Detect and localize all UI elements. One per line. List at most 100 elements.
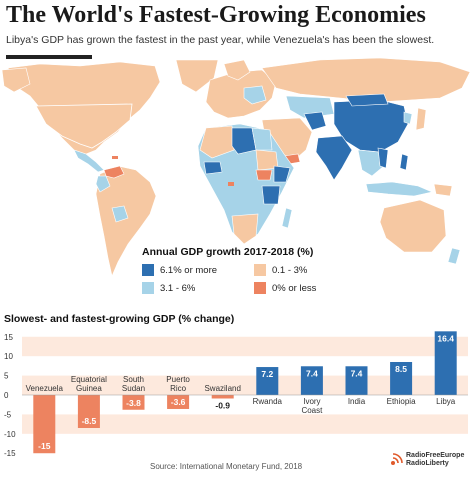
category-label: Ethiopia [387,397,416,406]
y-tick-label: -5 [4,410,12,419]
map-mongolia [345,93,389,107]
bar-value-label: -15 [38,441,51,451]
map-libya [231,127,257,155]
legend-title: Annual GDP growth 2017-2018 (%) [142,246,314,258]
legend-swatch [142,282,154,294]
map-ethiopia [273,165,291,183]
bar-value-label: 7.4 [306,368,318,378]
bar-value-label: -8.5 [82,416,97,426]
legend-item-3-1-6: 3.1 - 6% [142,282,195,294]
y-tick-label: 10 [4,352,13,361]
category-label: Swaziland [204,384,240,393]
map-russia [261,58,471,103]
category-label: Rwanda [253,397,283,406]
bar [77,395,100,428]
map-india [315,135,353,181]
map-central-america [73,149,105,173]
category-label: Puerto Rico [166,375,190,393]
bar-chart-svg: 15 10 5 0 -5 -10 -15 -15 Venezuela -8.5 Equatorial… [4,331,468,458]
map-south-sudan [255,169,273,181]
map-papua [433,183,453,197]
bar-chart-title: Slowest- and fastest-growing GDP (% chan… [4,313,235,325]
map-alaska [1,67,31,93]
bar [33,395,56,454]
legend-label: 0.1 - 3% [272,264,308,276]
logo-line-1: RadioFreeEurope [406,452,465,459]
bar-value-label: -3.6 [171,397,186,407]
map-greenland [175,59,219,93]
grid-band [22,336,468,357]
bar [345,366,368,395]
map-venezuela [103,165,125,179]
map-europe [205,69,277,119]
map-southern-africa [231,213,259,245]
bar [256,367,279,395]
y-tick-label: 5 [4,372,9,381]
map-west-africa [203,161,223,175]
bar [434,331,457,395]
bar-chart: 15 10 5 0 -5 -10 -15 -15 Venezuela -8.5 Equatorial… [0,325,474,465]
chart-subtitle: Libya's GDP has grown the fastest in the… [6,34,435,46]
legend-label: 6.1% or more [160,264,218,276]
map-indonesia [365,181,433,197]
y-tick-label: 15 [4,333,13,342]
map-colombia [95,175,111,193]
rferl-logo-icon [391,453,403,465]
category-label: India [348,397,366,406]
y-tick-label: 0 [4,391,9,400]
rferl-logo-text: RadioFreeEurope RadioLiberty [406,452,464,468]
legend-item-6-1-or-more: 6.1% or more [142,264,217,276]
map-eastern-europe [243,85,267,105]
map-central-asia [303,111,327,131]
legend-item-0-or-less: 0% or less [254,282,316,294]
bar [390,362,413,395]
logo-line-2: RadioLiberty [406,460,449,467]
bar [167,395,190,409]
title-underline [6,55,92,59]
grid-band [22,414,468,434]
bar [122,395,145,410]
map-korea [403,111,413,125]
bar-value-label: 7.4 [351,368,363,378]
bar-value-label: 7.2 [261,369,273,379]
category-label: Venezuela [26,384,64,393]
y-tick-label: -15 [4,449,16,458]
map-legend: Annual GDP growth 2017-2018 (%) 6.1% or … [142,245,362,303]
category-label: South Sudan [122,375,145,393]
map-madagascar [281,207,293,229]
bar [211,395,234,399]
map-new-zealand [447,247,461,265]
map-east-africa [261,185,281,205]
map-eq-guinea [228,182,234,186]
map-china [333,99,409,153]
bar-value-label: 8.5 [395,364,407,374]
bar [300,366,323,395]
world-map-svg [1,58,471,277]
legend-swatch [254,282,266,294]
y-tick-label: -10 [4,430,16,439]
legend-swatch [142,264,154,276]
map-egypt [251,127,273,151]
map-bolivia [111,205,129,223]
source-note: Source: International Monetary Fund, 201… [150,462,303,471]
map-scandinavia [223,59,251,81]
map-vietnam [377,147,389,169]
map-north-africa [199,125,235,159]
map-australia [379,199,447,253]
category-label: Libya [436,397,456,406]
map-japan [415,107,427,131]
legend-swatch [254,264,266,276]
legend-item-0-1-3: 0.1 - 3% [254,264,307,276]
map-philippines [399,153,409,171]
map-caribbean [112,156,118,159]
world-map [0,58,474,308]
map-usa [35,103,133,149]
category-label: Equatorial Guinea [71,375,107,393]
map-southeast-asia [357,149,385,177]
category-label: Ivory Coast [301,397,323,415]
bar-value-label: 16.4 [437,333,454,343]
map-south-america [95,165,157,277]
rferl-logo: RadioFreeEurope RadioLiberty [389,452,464,468]
chart-title: The World's Fastest-Growing Economies [6,2,426,28]
legend-label: 0% or less [272,282,317,294]
